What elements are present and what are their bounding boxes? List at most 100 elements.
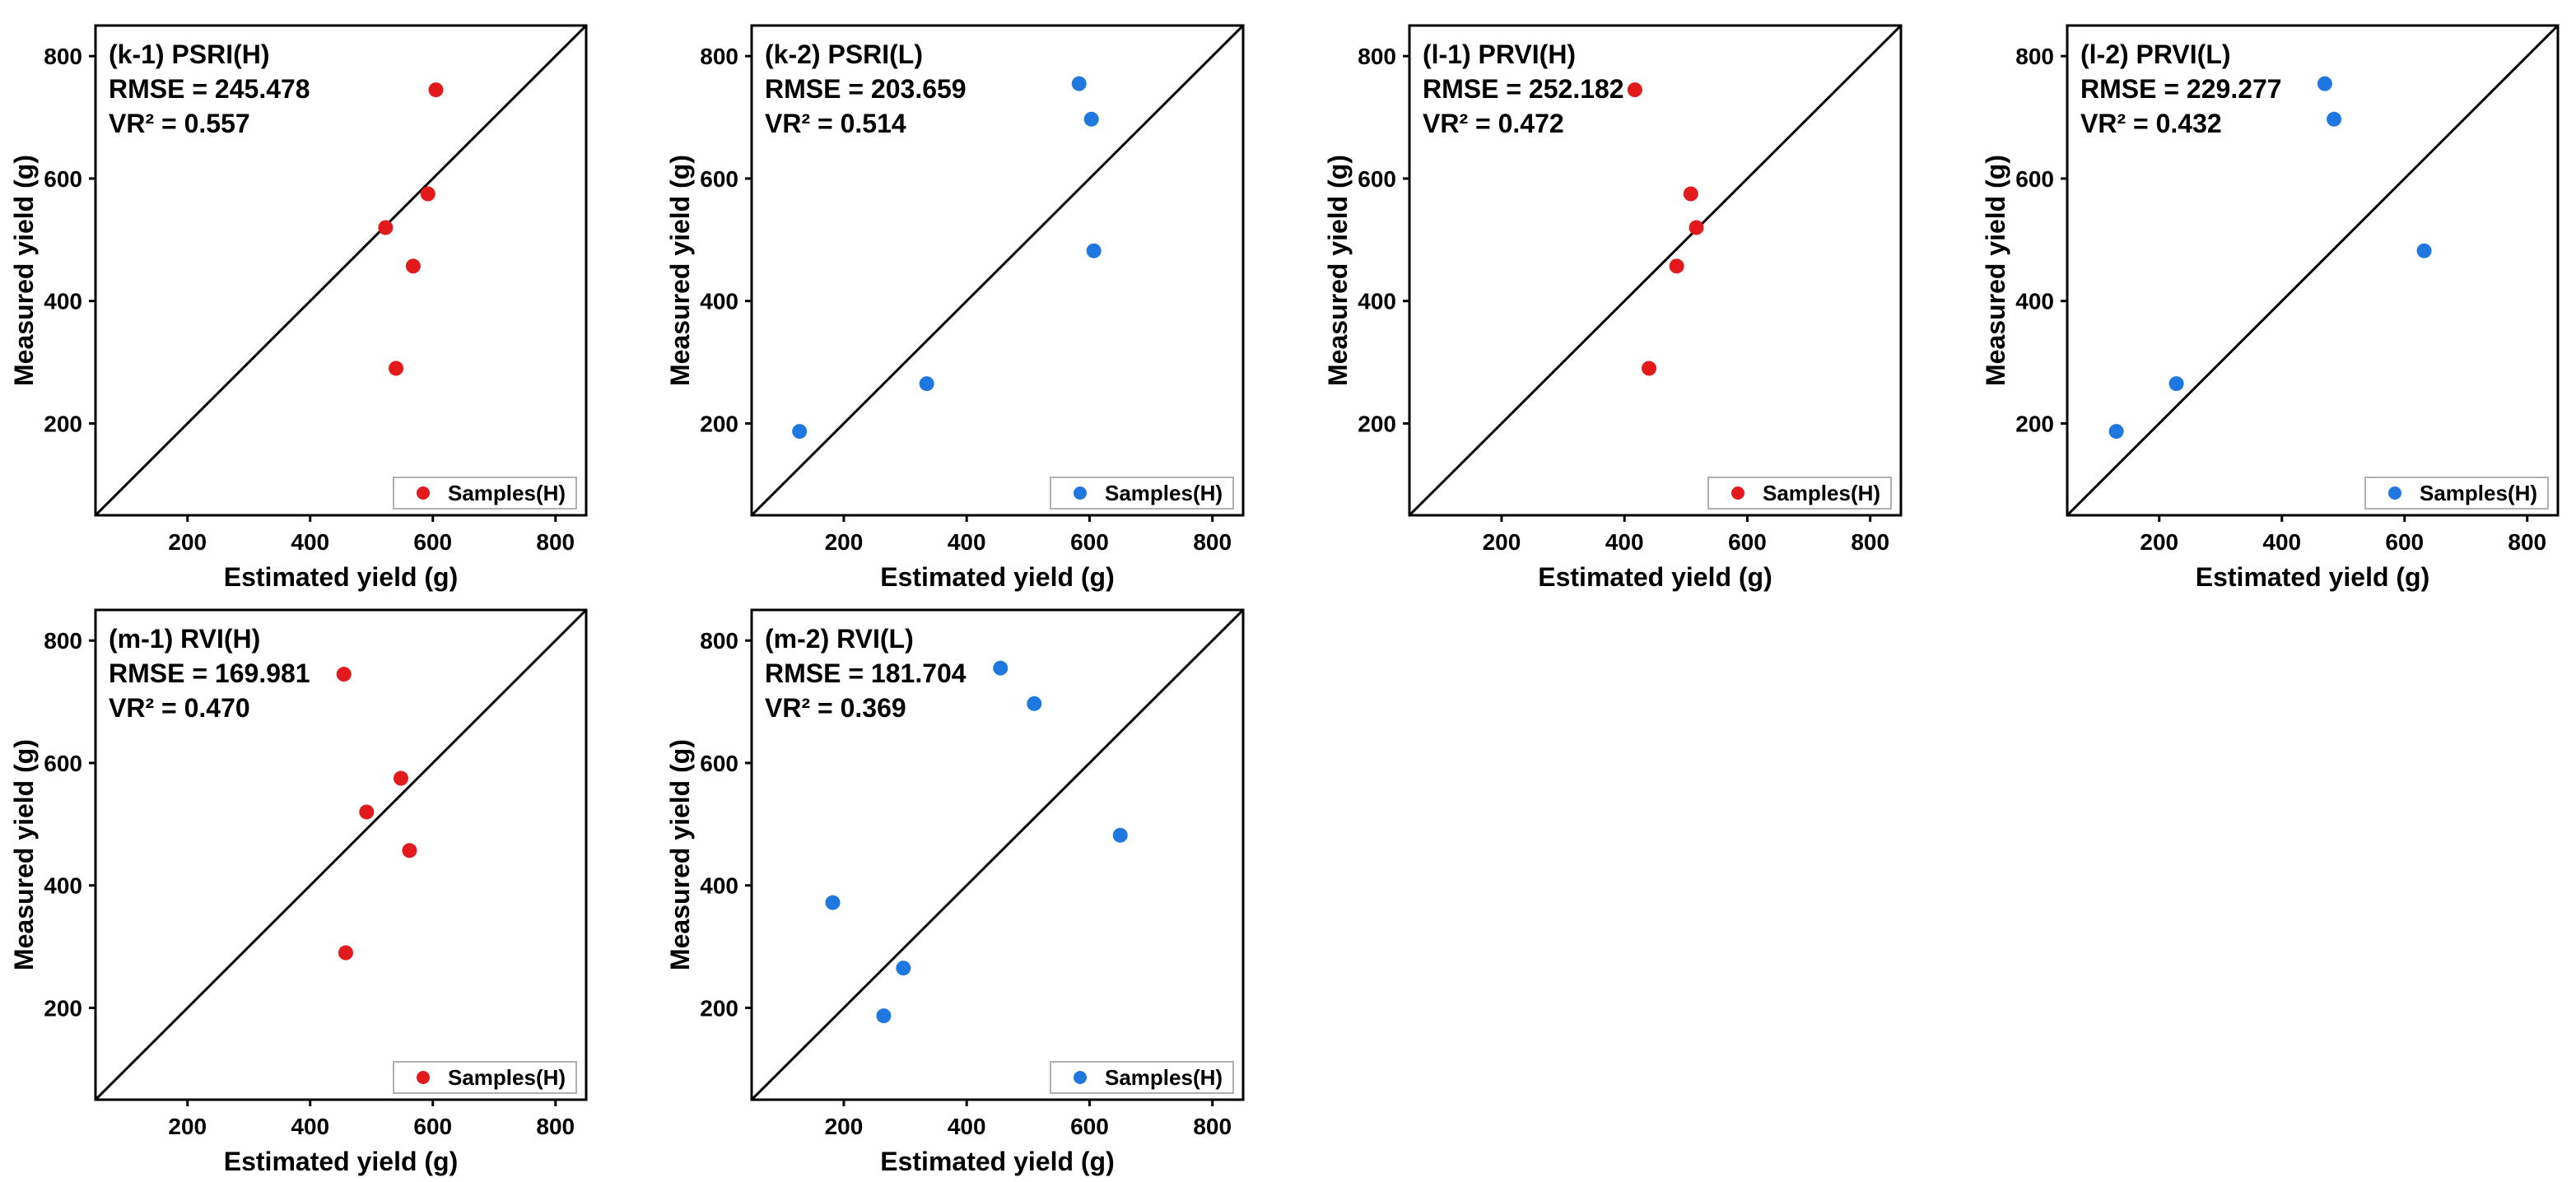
y-tick-label: 800 bbox=[1358, 44, 1396, 69]
data-point bbox=[1083, 111, 1099, 127]
data-point bbox=[394, 770, 409, 786]
data-point bbox=[896, 961, 911, 976]
reference-line-1-1 bbox=[752, 26, 1243, 515]
y-axis-title: Measured yield (g) bbox=[9, 739, 39, 970]
vr2-annotation: VR² = 0.557 bbox=[109, 109, 250, 138]
reference-line-1-1 bbox=[1409, 26, 1901, 515]
x-tick-label: 800 bbox=[536, 529, 575, 555]
y-axis-title: Measured yield (g) bbox=[1323, 155, 1353, 386]
panel-title: (m-2) RVI(L) bbox=[765, 624, 914, 654]
y-tick-label: 400 bbox=[1358, 289, 1396, 314]
rmse-annotation: RMSE = 203.659 bbox=[765, 74, 967, 104]
y-axis-title: Measured yield (g) bbox=[9, 155, 39, 386]
x-tick-label: 400 bbox=[948, 1114, 986, 1139]
y-tick-label: 400 bbox=[2015, 289, 2054, 314]
panel-title: (l-1) PRVI(H) bbox=[1423, 40, 1576, 69]
y-tick-label: 400 bbox=[700, 289, 738, 314]
x-tick-label: 600 bbox=[1070, 529, 1109, 555]
legend-label: Samples(H) bbox=[1105, 481, 1223, 505]
y-tick-label: 800 bbox=[700, 628, 738, 654]
x-tick-label: 800 bbox=[1193, 529, 1232, 555]
x-axis-title: Estimated yield (g) bbox=[1538, 562, 1772, 592]
rmse-annotation: RMSE = 245.478 bbox=[109, 74, 310, 104]
data-point bbox=[338, 945, 353, 961]
x-tick-label: 400 bbox=[291, 1114, 329, 1139]
data-point bbox=[2168, 376, 2184, 392]
chart-panel: 200 400 600 800 200 400 600 800 Estimated yield … bbox=[665, 608, 1245, 1176]
data-point bbox=[993, 660, 1009, 676]
y-tick-label: 800 bbox=[44, 628, 82, 654]
plot-frame bbox=[750, 608, 1245, 1101]
data-point bbox=[876, 1008, 892, 1024]
legend-label: Samples(H) bbox=[1763, 481, 1880, 505]
y-axis-title: Measured yield (g) bbox=[1981, 155, 2010, 386]
data-point bbox=[1642, 361, 1657, 376]
x-tick-label: 800 bbox=[1851, 529, 1889, 555]
data-point bbox=[1027, 696, 1042, 711]
plot-frame bbox=[750, 24, 1245, 517]
data-point bbox=[389, 361, 404, 376]
chart-panel: 200 400 600 800 200 400 600 800 Estimated yield … bbox=[9, 24, 588, 592]
data-point bbox=[792, 424, 808, 440]
legend-box bbox=[393, 477, 577, 510]
data-point bbox=[2327, 111, 2342, 127]
reference-line-1-1 bbox=[95, 610, 586, 1100]
x-tick-label: 400 bbox=[1605, 529, 1644, 555]
data-point bbox=[2416, 243, 2432, 258]
chart-panel: 200 400 600 800 200 400 600 800 Estimated yield … bbox=[9, 608, 588, 1176]
data-point bbox=[420, 186, 436, 202]
plot-frame bbox=[1408, 24, 1903, 517]
vr2-annotation: VR² = 0.369 bbox=[765, 693, 906, 723]
legend-marker bbox=[417, 486, 430, 500]
reference-line-1-1 bbox=[2067, 26, 2558, 515]
chart-panel: 200 400 600 800 200 400 600 800 Estimated yield … bbox=[665, 24, 1245, 592]
chart-panel: 200 400 600 800 200 400 600 800 Estimated yield … bbox=[1323, 24, 1903, 592]
legend-label: Samples(H) bbox=[2420, 481, 2537, 505]
y-tick-label: 200 bbox=[700, 995, 738, 1021]
y-tick-label: 800 bbox=[2015, 44, 2054, 69]
data-point bbox=[336, 667, 352, 682]
rmse-annotation: RMSE = 229.277 bbox=[2080, 74, 2282, 104]
y-axis-title: Measured yield (g) bbox=[665, 155, 695, 386]
y-tick-label: 200 bbox=[2015, 411, 2054, 436]
x-tick-label: 600 bbox=[2385, 529, 2424, 555]
y-tick-label: 600 bbox=[1358, 166, 1396, 192]
plot-frame bbox=[94, 608, 588, 1101]
chart-panel: 200 400 600 800 200 400 600 800 Estimated yield … bbox=[1981, 24, 2560, 592]
x-tick-label: 800 bbox=[536, 1114, 575, 1139]
x-tick-label: 600 bbox=[413, 529, 452, 555]
data-point bbox=[1627, 82, 1642, 98]
reference-line-1-1 bbox=[752, 610, 1243, 1100]
x-tick-label: 400 bbox=[291, 529, 329, 555]
rmse-annotation: RMSE = 252.182 bbox=[1423, 74, 1624, 104]
panel-title: (k-2) PSRI(L) bbox=[765, 40, 923, 69]
data-point bbox=[1683, 186, 1698, 202]
y-tick-label: 800 bbox=[44, 44, 82, 69]
data-point bbox=[1086, 243, 1102, 258]
y-tick-label: 200 bbox=[700, 411, 738, 436]
data-point bbox=[919, 376, 934, 392]
data-point bbox=[402, 843, 417, 859]
legend-label: Samples(H) bbox=[448, 1065, 566, 1090]
data-point bbox=[405, 258, 421, 274]
data-point bbox=[1071, 76, 1087, 91]
panel-title: (k-1) PSRI(H) bbox=[109, 40, 270, 69]
data-point bbox=[1669, 258, 1684, 274]
y-tick-label: 600 bbox=[44, 166, 82, 192]
legend-label: Samples(H) bbox=[1105, 1065, 1223, 1090]
x-tick-label: 200 bbox=[168, 529, 207, 555]
x-axis-title: Estimated yield (g) bbox=[224, 562, 459, 592]
panel-title: (l-2) PRVI(L) bbox=[2080, 40, 2231, 69]
x-tick-label: 400 bbox=[948, 529, 986, 555]
y-tick-label: 200 bbox=[44, 411, 82, 436]
vr2-annotation: VR² = 0.470 bbox=[109, 693, 250, 723]
plot-frame bbox=[2066, 24, 2560, 517]
rmse-annotation: RMSE = 169.981 bbox=[109, 658, 310, 688]
legend-marker bbox=[2388, 486, 2401, 500]
data-point bbox=[378, 220, 394, 235]
x-tick-label: 600 bbox=[1070, 1114, 1109, 1139]
y-tick-label: 400 bbox=[700, 873, 738, 899]
x-tick-label: 200 bbox=[2140, 529, 2178, 555]
y-axis-title: Measured yield (g) bbox=[665, 739, 695, 970]
x-tick-label: 200 bbox=[825, 529, 864, 555]
